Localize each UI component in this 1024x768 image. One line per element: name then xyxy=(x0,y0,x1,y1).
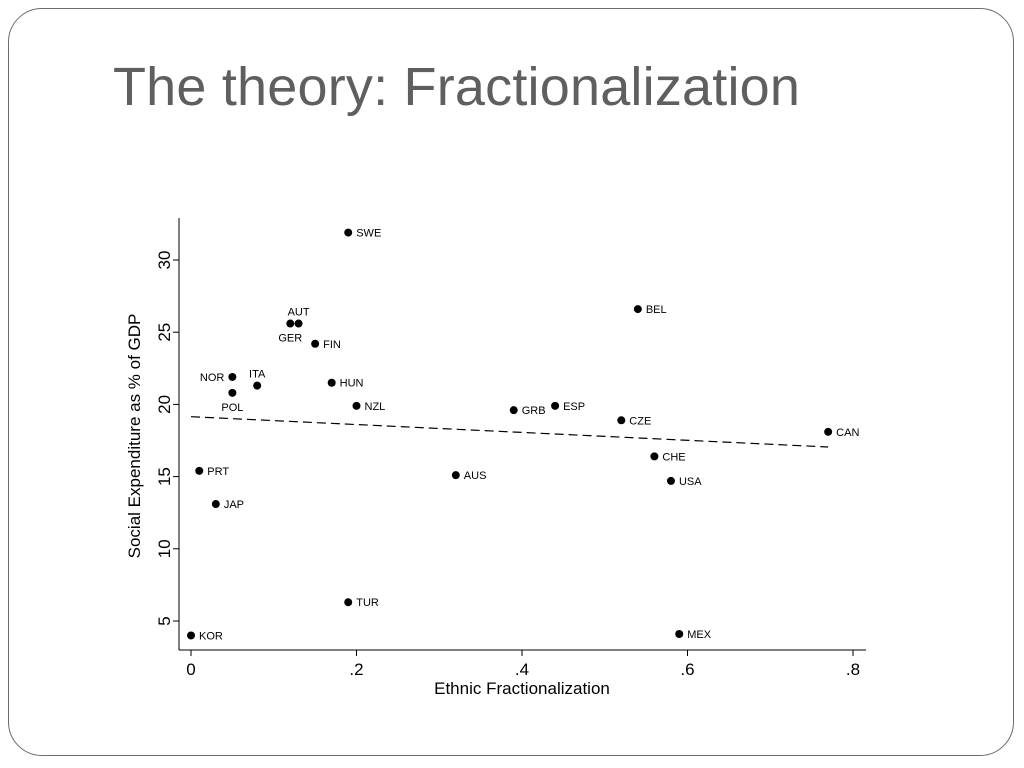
data-point-nor xyxy=(228,372,237,381)
point-label-aut: AUT xyxy=(288,307,310,319)
data-point-esp xyxy=(551,401,560,410)
data-point-kor xyxy=(187,631,195,640)
data-point-cze xyxy=(617,416,626,425)
point-label-nzl: NZL xyxy=(365,401,386,413)
point-label-grb: GRB xyxy=(522,405,546,417)
point-label-can: CAN xyxy=(836,427,859,439)
x-axis-ticks: 0 .2 .4 .6 .8 xyxy=(186,650,860,679)
data-point-ita xyxy=(253,381,262,390)
point-label-che: CHE xyxy=(662,451,685,463)
data-point-mex xyxy=(675,629,684,638)
point-label-cze: CZE xyxy=(629,415,651,427)
point-label-kor: KOR xyxy=(199,630,223,642)
x-tick-label: 0 xyxy=(186,660,195,679)
point-label-pol: POL xyxy=(221,402,243,414)
point-label-nor: NOR xyxy=(200,372,225,384)
point-label-jap: JAP xyxy=(224,499,244,511)
data-point-jap xyxy=(211,500,220,509)
point-label-swe: SWE xyxy=(356,228,381,240)
data-point-aus xyxy=(451,471,460,480)
data-point-che xyxy=(650,452,659,461)
data-point-swe xyxy=(344,228,353,237)
data-point-prt xyxy=(195,466,204,475)
y-axis-title: Social Expenditure as % of GDP xyxy=(125,314,144,559)
data-point-nzl xyxy=(352,401,361,410)
data-point-bel xyxy=(633,305,642,314)
y-tick-label: 15 xyxy=(155,467,174,486)
x-tick-label: .2 xyxy=(349,660,363,679)
point-label-ger: GER xyxy=(278,333,302,345)
point-label-aus: AUS xyxy=(464,470,487,482)
fit-line xyxy=(190,416,829,448)
point-label-hun: HUN xyxy=(340,378,364,390)
point-label-bel: BEL xyxy=(646,304,667,316)
point-label-ita: ITA xyxy=(249,369,266,381)
data-point-grb xyxy=(509,406,518,415)
point-label-mex: MEX xyxy=(687,629,712,641)
slide-title: The theory: Fractionalization xyxy=(113,57,801,117)
x-tick-label: .6 xyxy=(680,660,694,679)
x-tick-label: .4 xyxy=(515,660,529,679)
y-tick-label: 5 xyxy=(155,616,174,625)
data-point-fin xyxy=(311,339,320,348)
x-tick-label: .8 xyxy=(846,660,860,679)
x-axis-title: Ethnic Fractionalization xyxy=(434,679,610,698)
point-label-esp: ESP xyxy=(563,401,585,413)
point-label-prt: PRT xyxy=(207,466,229,478)
y-tick-label: 10 xyxy=(155,539,174,558)
chart-axes xyxy=(178,218,866,651)
slide-frame xyxy=(8,8,1014,756)
data-point-aut xyxy=(294,319,303,328)
point-label-fin: FIN xyxy=(323,339,341,351)
y-tick-label: 20 xyxy=(155,395,174,414)
data-point-ger xyxy=(286,319,295,328)
y-tick-label: 25 xyxy=(155,323,174,342)
data-point-pol xyxy=(228,388,237,397)
data-point-usa xyxy=(666,476,675,485)
y-axis-ticks: 5 10 15 20 25 30 xyxy=(155,251,179,626)
data-point-tur xyxy=(344,598,353,607)
data-point-hun xyxy=(327,378,336,387)
data-point-can xyxy=(824,427,833,436)
point-label-tur: TUR xyxy=(356,597,379,609)
point-label-usa: USA xyxy=(679,476,702,488)
y-tick-label: 30 xyxy=(155,251,174,270)
